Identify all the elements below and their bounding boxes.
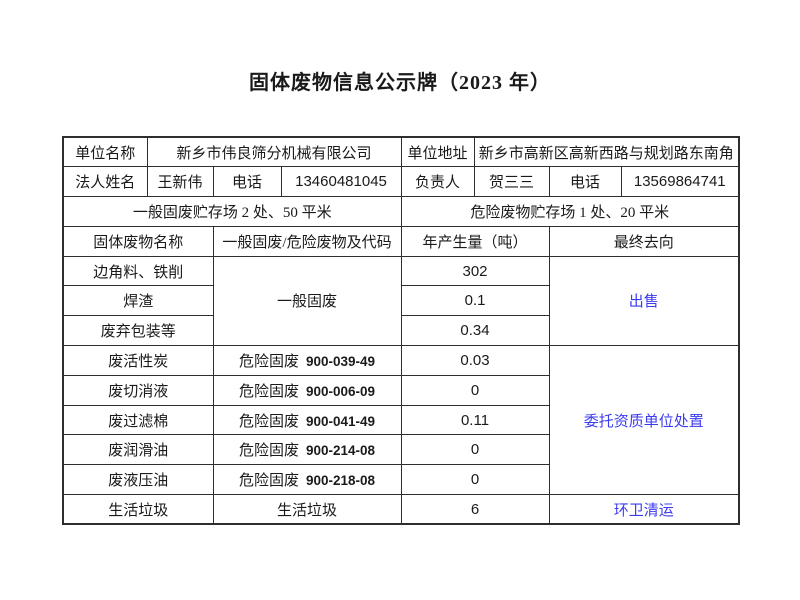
waste-type-label: 危险固废 bbox=[238, 413, 299, 430]
waste-name-cell: 废活性炭 bbox=[62, 345, 214, 376]
waste-code: 900-006-09 bbox=[305, 383, 376, 399]
unit-address-label: 单位地址 bbox=[400, 136, 475, 168]
waste-name-cell: 废切消液 bbox=[62, 374, 214, 406]
unit-address-value: 新乡市高新区高新西路与规划路东南角 bbox=[473, 136, 740, 168]
waste-code: 900-041-49 bbox=[305, 413, 376, 429]
header-destination: 最终去向 bbox=[548, 225, 740, 257]
destination-cell-hazardous: 委托资质单位处置 bbox=[548, 345, 740, 496]
waste-code: 900-214-08 bbox=[305, 443, 376, 459]
table-row: 焊渣 0.1 bbox=[62, 285, 739, 317]
waste-type-cell: 危险固废 900-039-49 bbox=[212, 345, 402, 376]
amount-cell: 0.34 bbox=[400, 315, 550, 347]
table-row: 废过滤棉 危险固废 900-041-49 0.11 bbox=[62, 404, 739, 436]
amount-cell: 6 bbox=[400, 494, 550, 525]
waste-name-cell: 边角料、铁削 bbox=[62, 255, 214, 287]
unit-name-label: 单位名称 bbox=[62, 136, 148, 168]
waste-type-cell: 危险固废 900-218-08 bbox=[212, 464, 402, 496]
waste-type-cell: 危险固废 900-006-09 bbox=[212, 374, 402, 406]
row-unit-info: 单位名称 新乡市伟良筛分机械有限公司 单位地址 新乡市高新区高新西路与规划路东南… bbox=[62, 136, 740, 168]
legal-name-value: 王新伟 bbox=[146, 166, 214, 198]
destination-cell-domestic: 环卫清运 bbox=[548, 494, 740, 525]
table-row: 废切消液 危险固废 900-006-09 0 bbox=[62, 374, 739, 406]
waste-type-cell: 生活垃圾 bbox=[212, 494, 402, 525]
destination-cell-general: 出售 bbox=[548, 255, 740, 347]
waste-name-cell: 废弃包装等 bbox=[62, 315, 214, 347]
waste-code: 900-218-08 bbox=[305, 473, 376, 489]
general-storage-cell: 一般固废贮存场 2 处、50 平米 bbox=[62, 196, 402, 227]
waste-type-cell: 一般固废 bbox=[212, 255, 402, 347]
table-row: 废活性炭 危险固废 900-039-49 0.03 委托资质单位处置 bbox=[62, 345, 740, 496]
amount-cell: 302 bbox=[400, 255, 550, 287]
amount-cell: 0.1 bbox=[400, 285, 550, 317]
phone-2-value: 13569864741 bbox=[620, 166, 740, 198]
table-row: 废润滑油 危险固废 900-214-08 0 bbox=[62, 434, 739, 466]
hazardous-storage-cell: 危险废物贮存场 1 处、20 平米 bbox=[400, 196, 740, 227]
waste-type-cell: 危险固废 900-214-08 bbox=[212, 434, 402, 466]
manager-label: 负责人 bbox=[400, 166, 475, 198]
waste-type-cell: 危险固废 900-041-49 bbox=[212, 404, 402, 436]
waste-name-cell: 废过滤棉 bbox=[62, 404, 214, 436]
legal-name-label: 法人姓名 bbox=[62, 166, 148, 198]
waste-name-cell: 生活垃圾 bbox=[62, 494, 214, 525]
waste-name-cell: 焊渣 bbox=[62, 285, 214, 317]
row-storage: 一般固废贮存场 2 处、50 平米 危险废物贮存场 1 处、20 平米 bbox=[62, 196, 740, 227]
manager-value: 贺三三 bbox=[473, 166, 550, 198]
waste-code: 900-039-49 bbox=[305, 353, 376, 369]
header-waste-name: 固体废物名称 bbox=[62, 225, 214, 257]
waste-info-table: 单位名称 新乡市伟良筛分机械有限公司 单位地址 新乡市高新区高新西路与规划路东南… bbox=[62, 136, 741, 526]
phone-1-value: 13460481045 bbox=[280, 166, 402, 198]
amount-cell: 0.11 bbox=[400, 404, 550, 436]
row-table-headers: 固体废物名称 一般固废/危险废物及代码 年产生量（吨） 最终去向 bbox=[62, 225, 740, 257]
waste-type-label: 危险固废 bbox=[238, 473, 299, 490]
table-row: 边角料、铁削 一般固废 302 出售 bbox=[62, 255, 740, 347]
waste-name-cell: 废润滑油 bbox=[62, 434, 214, 466]
row-contacts: 法人姓名 王新伟 电话 13460481045 负责人 贺三三 电话 13569… bbox=[62, 166, 740, 198]
waste-type-label: 危险固废 bbox=[238, 383, 299, 400]
table-row: 生活垃圾 生活垃圾 6 环卫清运 bbox=[62, 494, 740, 525]
waste-type-label: 危险固废 bbox=[238, 443, 299, 460]
header-annual-amount: 年产生量（吨） bbox=[400, 225, 550, 257]
amount-cell: 0 bbox=[400, 374, 550, 406]
header-type-code: 一般固废/危险废物及代码 bbox=[212, 225, 402, 257]
unit-name-value: 新乡市伟良筛分机械有限公司 bbox=[146, 136, 402, 168]
amount-cell: 0 bbox=[400, 464, 550, 496]
amount-cell: 0.03 bbox=[400, 345, 550, 376]
phone-1-label: 电话 bbox=[212, 166, 282, 198]
amount-cell: 0 bbox=[400, 434, 550, 466]
phone-2-label: 电话 bbox=[548, 166, 622, 198]
waste-name-cell: 废液压油 bbox=[62, 464, 214, 496]
table-row: 废弃包装等 0.34 bbox=[62, 315, 739, 347]
page-title: 固体废物信息公示牌（2023 年） bbox=[249, 72, 551, 94]
waste-type-label: 危险固废 bbox=[238, 353, 299, 370]
